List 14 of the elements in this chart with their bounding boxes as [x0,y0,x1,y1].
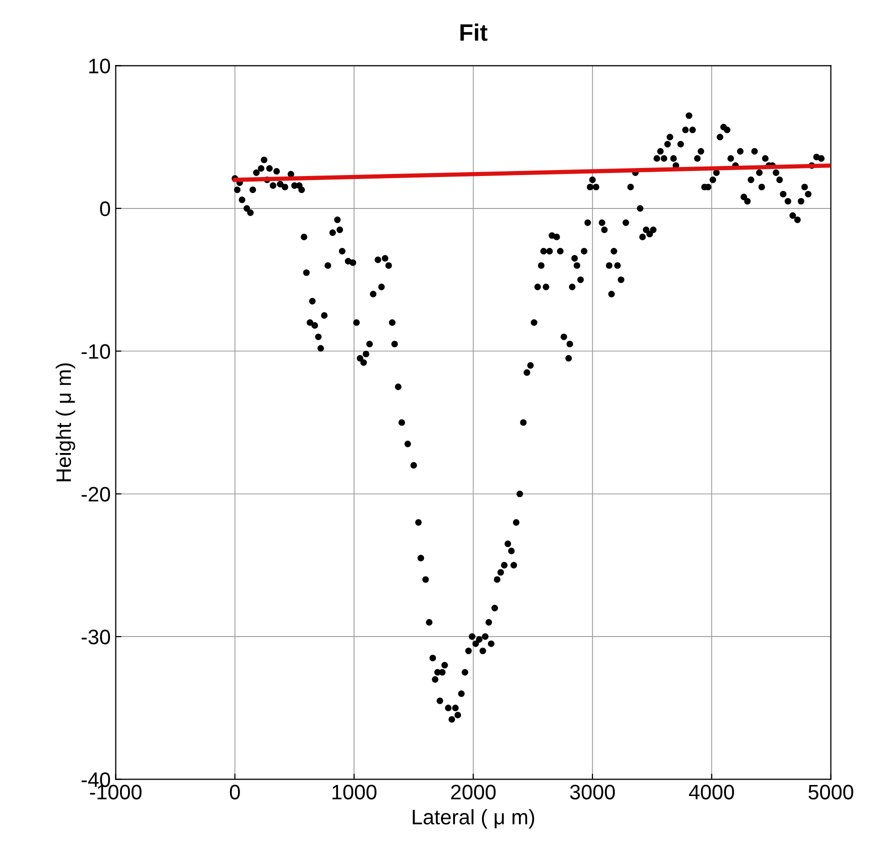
y-axis-title: Height ( μ m) [56,363,76,482]
x-tick-label: 4000 [688,784,734,800]
x-axis-title: Lateral ( μ m) [412,809,534,829]
y-tick-label: -30 [82,630,110,644]
x-tick-label: 2000 [451,784,496,800]
x-tick-label: 5000 [808,784,854,800]
chart-title: Fit [460,24,488,41]
y-tick-label: -20 [82,486,110,502]
y-tick-label: 10 [89,58,110,74]
x-tick-label: 1000 [332,784,376,800]
y-tick-label: 0 [100,201,110,216]
y-tick-label: -10 [82,344,110,359]
x-tick-label: 3000 [570,784,615,800]
x-tick-label: 0 [230,784,240,800]
